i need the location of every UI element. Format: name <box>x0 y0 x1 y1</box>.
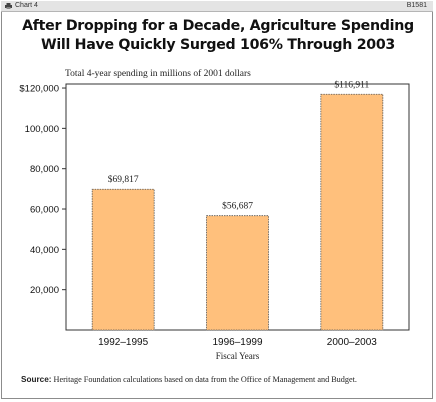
data-label: $56,687 <box>222 201 253 212</box>
chart-header-bar: Chart 4 B1581 <box>1 1 433 12</box>
chart-id-label: B1581 <box>406 2 427 9</box>
y-tick-label: 20,000 <box>30 285 59 296</box>
chart-title: After Dropping for a Decade, Agriculture… <box>0 17 436 55</box>
data-label: $116,911 <box>334 79 369 90</box>
x-tick-label: 1992–1995 <box>98 337 148 348</box>
x-tick-label: 2000–2003 <box>327 337 377 348</box>
bar <box>206 215 269 331</box>
y-tick-label: 40,000 <box>30 245 59 256</box>
units-label: Total 4-year spending in millions of 200… <box>65 69 251 79</box>
source-text: Heritage Foundation calculations based o… <box>53 375 357 384</box>
bar <box>91 188 155 331</box>
data-label: $69,817 <box>108 174 139 185</box>
y-tick-label: 100,000 <box>25 124 59 135</box>
chart-number-label: Chart 4 <box>15 2 38 9</box>
source-note: Source: Heritage Foundation calculations… <box>21 375 431 384</box>
y-tick-label: $120,000 <box>19 84 59 95</box>
x-axis-title: Fiscal Years <box>216 351 260 361</box>
bar <box>320 93 384 331</box>
chart-title-line-1: After Dropping for a Decade, Agriculture… <box>22 18 414 34</box>
chart-title-line-2: Will Have Quickly Surged 106% Through 20… <box>40 37 396 53</box>
printer-icon <box>5 3 12 9</box>
y-tick-label: 60,000 <box>30 205 59 216</box>
x-tick-label: 1996–1999 <box>212 337 262 348</box>
source-label: Source: <box>21 375 52 384</box>
y-tick-label: 80,000 <box>30 164 59 175</box>
